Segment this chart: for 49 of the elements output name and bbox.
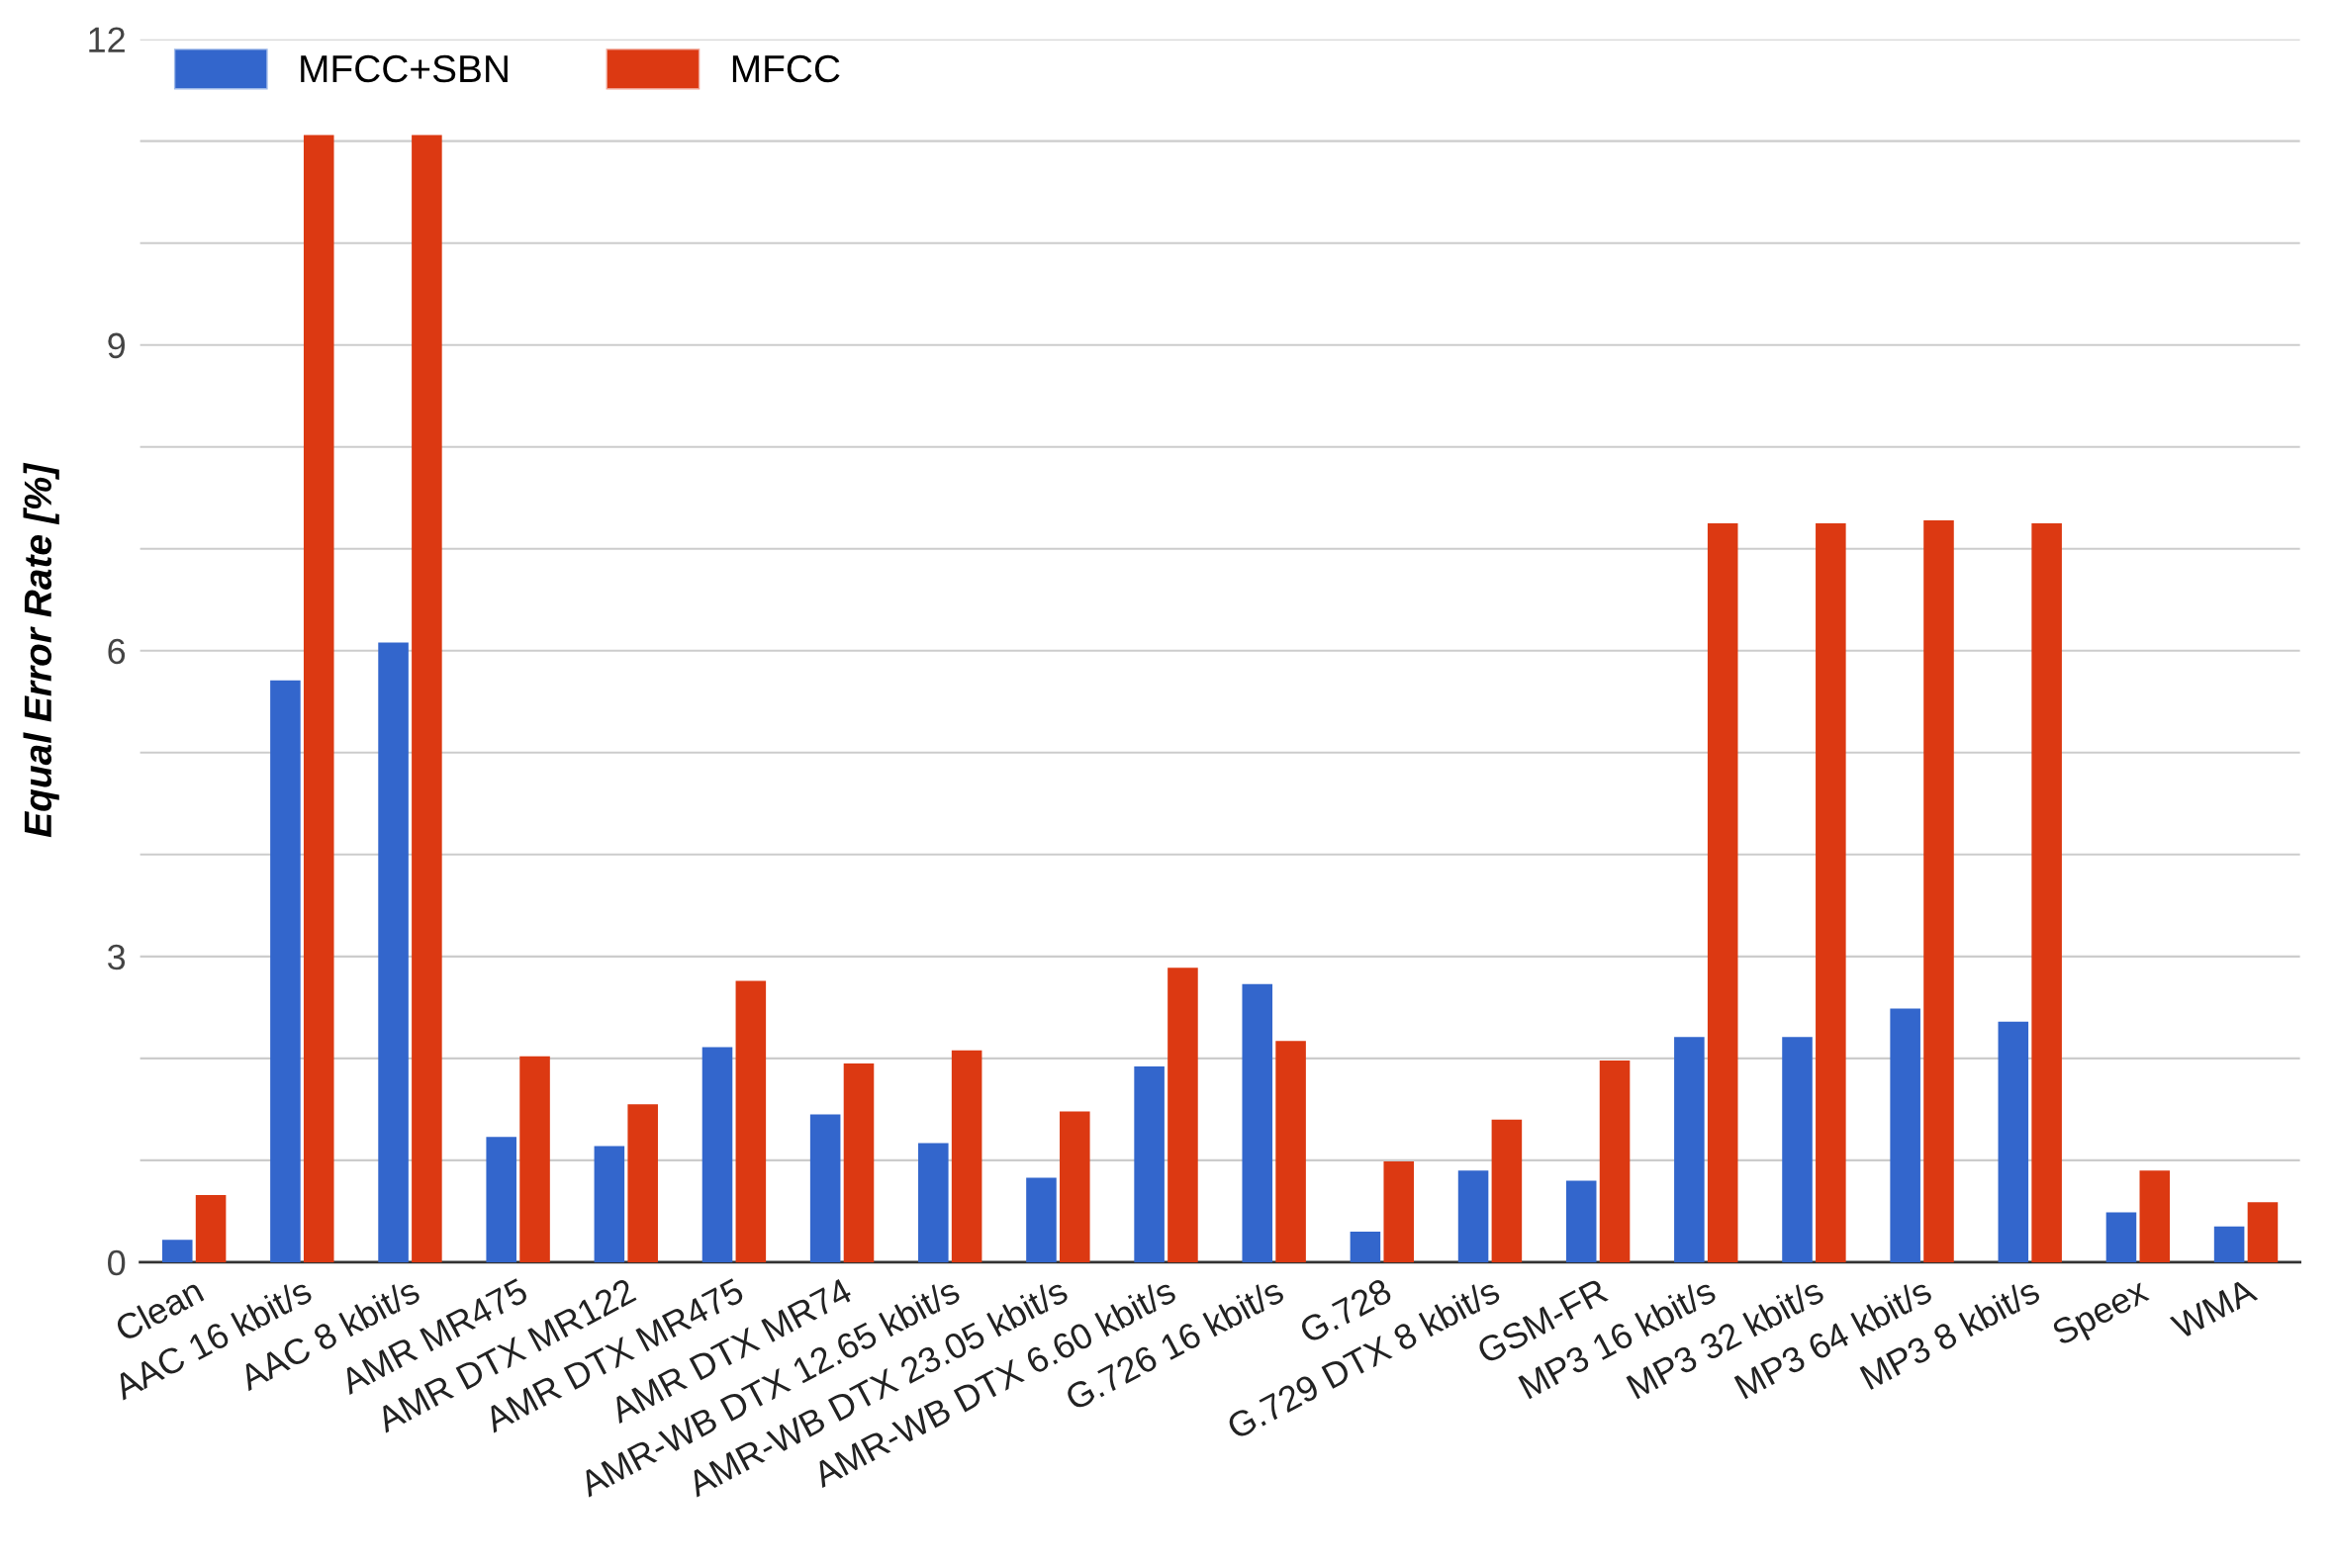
- bar: [1242, 983, 1273, 1262]
- bar: [918, 1143, 949, 1262]
- bar: [1816, 522, 1846, 1262]
- legend-label: MFCC: [732, 54, 840, 83]
- bar: [2031, 522, 2062, 1262]
- bar: [951, 1050, 982, 1262]
- bar: [1565, 1180, 1597, 1262]
- y-tick-label: 12: [89, 27, 125, 52]
- bar: [1134, 1066, 1165, 1262]
- y-tick-label: 9: [108, 332, 125, 359]
- bar: [1383, 1160, 1415, 1262]
- bar: [2213, 1226, 2245, 1262]
- y-tick-label: 0: [108, 1249, 126, 1276]
- y-tick-label: 6: [108, 638, 126, 665]
- bar: [161, 1240, 193, 1262]
- bar: [1782, 1037, 1813, 1262]
- bar: [1998, 1021, 2029, 1262]
- bar: [809, 1114, 841, 1262]
- bar: [2139, 1170, 2171, 1262]
- bar: [735, 980, 767, 1262]
- bar: [486, 1137, 516, 1262]
- bar: [378, 642, 409, 1262]
- bar: [1350, 1232, 1381, 1262]
- bar: [701, 1047, 733, 1262]
- bar: [1060, 1111, 1090, 1262]
- bar: [1275, 1041, 1306, 1262]
- bar: [1923, 519, 1954, 1262]
- bar: [1168, 968, 1198, 1262]
- legend-label: MFCC+SBN: [301, 54, 508, 83]
- bar: [2247, 1202, 2279, 1262]
- bar: [843, 1063, 875, 1262]
- bar: [1491, 1119, 1523, 1262]
- bar: [1707, 522, 1738, 1262]
- bar: [519, 1056, 550, 1262]
- y-tick-label: 3: [108, 944, 126, 970]
- bar: [1674, 1037, 1705, 1262]
- y-axis-title: Equal Error Rate [%]: [23, 462, 59, 838]
- bar: [2105, 1212, 2137, 1262]
- bar: [1026, 1177, 1057, 1262]
- bar: [270, 680, 301, 1262]
- bar: [1457, 1170, 1489, 1262]
- bar: [627, 1104, 658, 1262]
- x-tick-label: WMA: [2169, 1277, 2259, 1340]
- bar: [303, 135, 334, 1262]
- bar: [1599, 1060, 1631, 1262]
- bar: [195, 1194, 227, 1262]
- bar: [412, 135, 442, 1262]
- bar: [594, 1146, 625, 1262]
- bar: [1890, 1008, 1920, 1262]
